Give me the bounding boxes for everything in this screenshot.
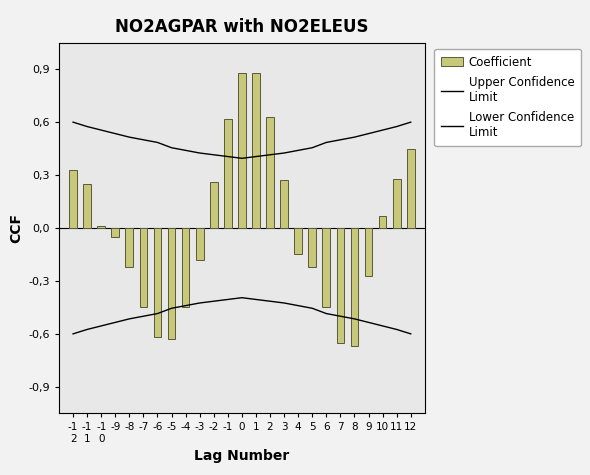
Bar [350,228,358,346]
Bar [196,228,204,260]
Bar [182,228,189,307]
Bar [112,228,119,237]
Bar [266,117,274,228]
Bar [153,228,161,337]
Bar [393,179,401,228]
X-axis label: Lag Number: Lag Number [194,449,290,464]
Legend: Coefficient, Upper Confidence
Limit, Lower Confidence
Limit: Coefficient, Upper Confidence Limit, Low… [434,48,581,146]
Bar [323,228,330,307]
Bar [379,216,386,228]
Bar [309,228,316,267]
Title: NO2AGPAR with NO2ELEUS: NO2AGPAR with NO2ELEUS [115,18,369,36]
Bar [407,149,415,228]
Bar [336,228,344,342]
Bar [224,119,232,228]
Bar [238,73,246,228]
Bar [280,180,288,228]
Bar [83,184,91,228]
Bar [294,228,302,255]
Bar [168,228,175,339]
Bar [210,182,218,228]
Bar [126,228,133,267]
Bar [365,228,372,276]
Y-axis label: CCF: CCF [9,213,23,243]
Bar [97,226,105,228]
Bar [69,170,77,228]
Bar [140,228,148,307]
Bar [252,73,260,228]
